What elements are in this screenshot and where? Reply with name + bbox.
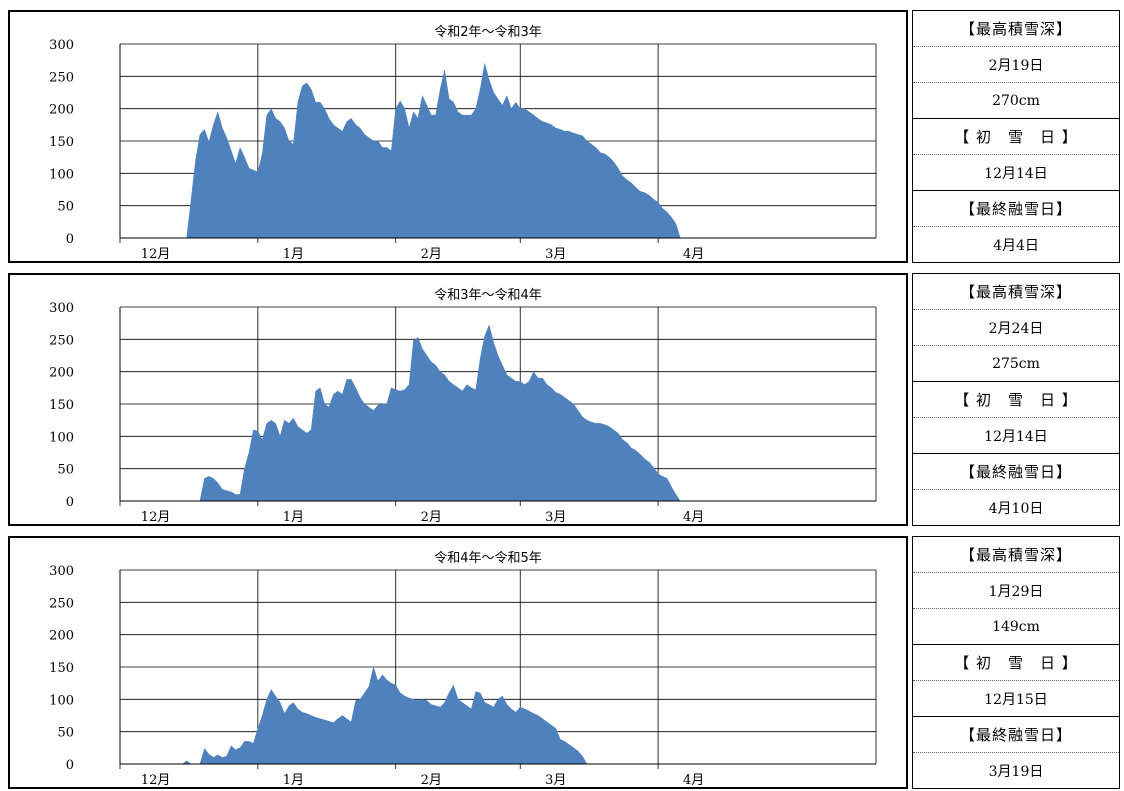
y-tick-label: 200	[49, 366, 74, 381]
last-melt-date: 4月4日	[993, 238, 1039, 254]
y-tick-label: 100	[49, 430, 74, 445]
max-depth-date: 2月19日	[913, 47, 1119, 83]
x-tick-label: 12月	[141, 773, 171, 787]
last-melt-header: 【最終融雪日】	[913, 454, 1119, 490]
first-snow-header: 【 初 雪 日 】	[913, 119, 1119, 155]
chart-title: 令和3年～令和4年	[434, 288, 542, 303]
y-tick-label: 300	[49, 38, 74, 53]
max-depth-value: 270cm	[913, 83, 1119, 119]
first-snow-date: 12月14日	[913, 418, 1119, 454]
max-depth-date: 2月24日	[913, 310, 1119, 346]
snow-depth-area	[199, 324, 747, 502]
last-melt-header: 【最終融雪日】	[913, 191, 1119, 227]
y-tick-label: 150	[49, 661, 74, 676]
snow-depth-chart-2: 令和3年～令和4年 300 250 200 150 100 50 0 12月 1月 2月 3月 4月	[49, 288, 877, 524]
y-tick-label: 100	[49, 693, 74, 708]
snow-depth-area	[186, 63, 721, 239]
snow-depth-chart-3: 令和4年～令和5年 300 250 200 150 100 50 0 12月 1月 2月 3月 4月	[49, 551, 877, 787]
last-melt-header: 【最終融雪日】	[913, 717, 1119, 753]
x-tick-label: 2月	[421, 247, 442, 261]
y-tick-label: 150	[49, 398, 74, 413]
max-depth-value: 149cm	[913, 609, 1119, 645]
max-depth-header: 【最高積雪深】	[913, 11, 1119, 47]
x-tick-label: 4月	[683, 773, 704, 787]
x-tick-label: 4月	[683, 247, 704, 261]
y-tick-label: 0	[66, 232, 74, 247]
first-snow-date: 12月14日	[913, 155, 1119, 191]
max-depth-value: 275cm	[913, 346, 1119, 382]
snow-depth-area	[181, 666, 623, 765]
info-panel-1: 【最高積雪深】 2月19日 270cm 【 初 雪 日 】 12月14日 【最終…	[912, 10, 1120, 263]
y-tick-label: 250	[49, 596, 74, 611]
y-tick-label: 250	[49, 333, 74, 348]
y-tick-label: 50	[57, 463, 74, 478]
info-panel-2: 【最高積雪深】 2月24日 275cm 【 初 雪 日 】 12月14日 【最終…	[912, 273, 1120, 526]
max-depth-header: 【最高積雪深】	[913, 537, 1119, 573]
chart-title: 令和2年～令和3年	[434, 25, 542, 40]
y-tick-label: 0	[66, 495, 74, 510]
last-melt-date: 4月10日	[988, 501, 1044, 517]
y-tick-label: 300	[49, 564, 74, 579]
max-depth-date: 1月29日	[913, 573, 1119, 609]
x-tick-label: 3月	[545, 510, 566, 524]
x-tick-label: 1月	[283, 773, 304, 787]
x-tick-label: 3月	[545, 773, 566, 787]
x-tick-label: 1月	[283, 510, 304, 524]
x-tick-label: 2月	[421, 773, 442, 787]
y-tick-label: 300	[49, 301, 74, 316]
y-tick-label: 250	[49, 70, 74, 85]
y-tick-label: 100	[49, 167, 74, 182]
x-tick-label: 1月	[283, 247, 304, 261]
x-tick-label: 12月	[141, 510, 171, 524]
y-tick-label: 200	[49, 629, 74, 644]
x-tick-label: 3月	[545, 247, 566, 261]
chart-panel-2: 令和3年～令和4年 300 250 200 150 100 50 0 12月 1月 2月 3月 4月	[8, 273, 908, 526]
y-tick-label: 50	[57, 726, 74, 741]
last-melt-date: 3月19日	[988, 764, 1044, 780]
y-tick-label: 0	[66, 758, 74, 773]
first-snow-date: 12月15日	[913, 681, 1119, 717]
chart-panel-3: 令和4年～令和5年 300 250 200 150 100 50 0 12月 1月 2月 3月 4月	[8, 536, 908, 789]
x-tick-label: 2月	[421, 510, 442, 524]
first-snow-header: 【 初 雪 日 】	[913, 382, 1119, 418]
x-tick-label: 12月	[141, 247, 171, 261]
chart-panel-1: 令和2年～令和3年 300 250 200 150 100 50 0 12月 1月 2月 3月 4月	[8, 10, 908, 263]
x-tick-label: 4月	[683, 510, 704, 524]
first-snow-header: 【 初 雪 日 】	[913, 645, 1119, 681]
y-tick-label: 150	[49, 135, 74, 150]
info-panel-3: 【最高積雪深】 1月29日 149cm 【 初 雪 日 】 12月15日 【最終…	[912, 536, 1120, 789]
snow-depth-chart-1: 令和2年～令和3年 300 250 200 150 100 50 0 12月 1月 2月 3月 4月	[49, 25, 877, 261]
y-tick-label: 200	[49, 103, 74, 118]
max-depth-header: 【最高積雪深】	[913, 274, 1119, 310]
y-tick-label: 50	[57, 200, 74, 215]
chart-title: 令和4年～令和5年	[434, 551, 542, 566]
